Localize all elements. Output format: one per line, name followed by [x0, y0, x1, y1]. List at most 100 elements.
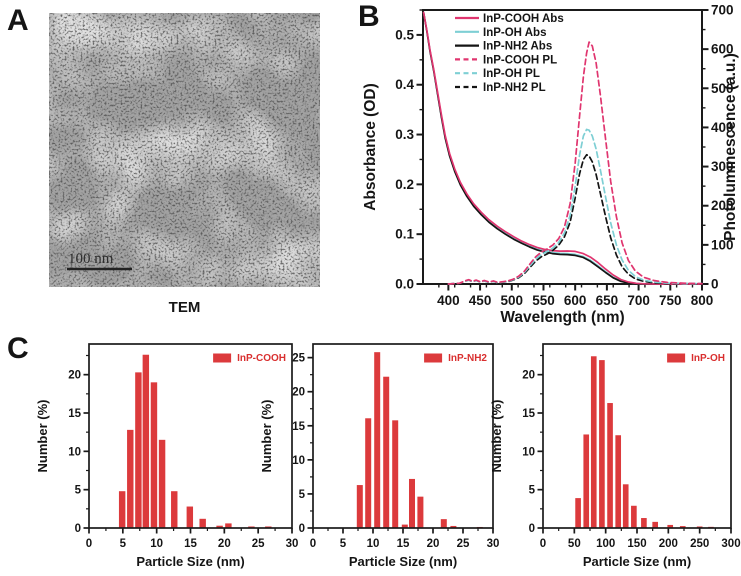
x-tick-label: 5	[340, 538, 347, 550]
histogram-bar	[118, 491, 126, 528]
tem-nanoparticle-speckle	[49, 13, 320, 287]
spectra-chart: 400 450 500 550 600 650 700 750 800 0.0 0.1 0.2 0.3 0…	[362, 3, 739, 327]
x-tick-label: 25	[252, 538, 265, 550]
histogram-bar	[575, 498, 581, 528]
histogram-bar	[158, 439, 166, 528]
y-left-tick-label: 0.5	[395, 27, 414, 42]
x-axis-title: Particle Size (nm)	[583, 554, 691, 569]
y-axis-title: Number (%)	[35, 400, 50, 473]
x-tick-label: 30	[286, 538, 299, 550]
histogram-bar	[679, 526, 686, 528]
x-tick-label: 0	[310, 538, 316, 550]
y-tick-label: 15	[522, 408, 535, 420]
y-tick-label: 5	[299, 489, 306, 501]
x-tick-label: 200	[659, 538, 678, 550]
y-axis-title: Number (%)	[489, 400, 504, 473]
y-tick-label: 0	[75, 523, 81, 535]
x-tick-label: 0	[86, 538, 92, 550]
x-tick-label: 100	[596, 538, 615, 550]
y-tick-label: 20	[522, 370, 535, 382]
plot-frame	[422, 9, 703, 285]
histogram-bar	[186, 506, 194, 528]
legend-swatch	[667, 353, 686, 363]
y-right-tick-label: 300	[711, 159, 734, 174]
histogram-bar	[615, 435, 622, 528]
y-right-tick-label: 100	[711, 237, 734, 252]
histogram-bar	[225, 523, 232, 528]
y-tick-label: 20	[292, 387, 305, 399]
curve-inp-oh-pl	[447, 128, 703, 285]
histogram-bar	[450, 525, 457, 528]
legend-swatch	[213, 353, 232, 363]
histogram-bar	[356, 485, 363, 528]
x-tick-label: 50	[568, 538, 581, 550]
histogram-bar	[374, 352, 381, 528]
legend-label: InP-NH2 Abs	[483, 41, 552, 53]
histogram-bar	[607, 403, 613, 528]
histogram-bar	[383, 376, 390, 528]
legend-label: InP-OH Abs	[483, 27, 546, 39]
legend-label: InP-OH	[691, 353, 725, 364]
x-tick-label: 550	[532, 293, 555, 308]
histogram-bar	[199, 518, 206, 528]
legend-label: InP-NH2	[448, 353, 487, 364]
panel-a-label: A	[7, 4, 29, 37]
histogram-bar	[216, 525, 223, 528]
x-tick-label: 400	[437, 293, 460, 308]
plot-frame	[312, 343, 494, 529]
y-tick-label: 5	[75, 485, 82, 497]
x-tick-label: 500	[501, 293, 524, 308]
curve-inp-oh-abs	[422, 11, 703, 285]
y-right-tick-label: 400	[711, 120, 734, 135]
histogram-bar	[652, 521, 658, 528]
y-tick-label: 0	[529, 523, 535, 535]
x-axis-title: Particle Size (nm)	[349, 554, 457, 569]
histogram-bar	[667, 524, 674, 528]
histogram-bar	[599, 360, 605, 528]
legend-label: InP-COOH Abs	[483, 13, 564, 25]
scale-bar-text: 100 nm	[68, 251, 114, 267]
y-right-tick-label: 0	[711, 277, 719, 292]
x-tick-label: 800	[691, 293, 714, 308]
y-tick-label: 15	[68, 408, 81, 420]
y-right-tick-label: 500	[711, 81, 734, 96]
y-left-tick-label: 0.0	[395, 277, 414, 292]
x-tick-label: 15	[397, 538, 410, 550]
legend-label: InP-COOH PL	[483, 54, 557, 66]
y-tick-label: 5	[529, 485, 536, 497]
histogram-bar	[127, 429, 134, 528]
x-tick-label: 300	[721, 538, 740, 550]
y-tick-label: 10	[68, 446, 81, 458]
y-right-tick-label: 200	[711, 198, 734, 213]
y-left-axis-title: Absorbance (OD)	[362, 83, 379, 210]
histogram-bar	[622, 484, 629, 528]
panel-c-label: C	[7, 332, 29, 365]
y-tick-label: 20	[68, 370, 81, 382]
tem-image: 100 nm	[49, 13, 320, 287]
tem-caption: TEM	[168, 299, 201, 316]
y-left-tick-label: 0.1	[395, 227, 414, 242]
legend-label: InP-COOH	[237, 353, 286, 364]
y-tick-label: 15	[292, 421, 305, 433]
legend-label: InP-OH PL	[483, 68, 540, 80]
x-tick-label: 150	[627, 538, 646, 550]
y-axis-title: Number (%)	[259, 400, 274, 473]
x-tick-label: 250	[690, 538, 709, 550]
y-tick-label: 10	[292, 455, 305, 467]
legend-swatch	[424, 353, 443, 363]
histogram-bar	[583, 434, 590, 528]
histogram-bar	[365, 418, 372, 528]
x-tick-label: 25	[457, 538, 470, 550]
histogram-bar	[135, 372, 142, 528]
x-tick-label: 700	[627, 293, 650, 308]
y-left-tick-label: 0.4	[395, 77, 414, 92]
x-tick-label: 20	[218, 538, 231, 550]
x-tick-label: 30	[487, 538, 500, 550]
histogram-bar	[392, 420, 399, 528]
x-tick-label: 10	[367, 538, 380, 550]
x-tick-label: 0	[540, 538, 546, 550]
x-tick-label: 650	[596, 293, 619, 308]
histogram-bar	[171, 491, 178, 528]
